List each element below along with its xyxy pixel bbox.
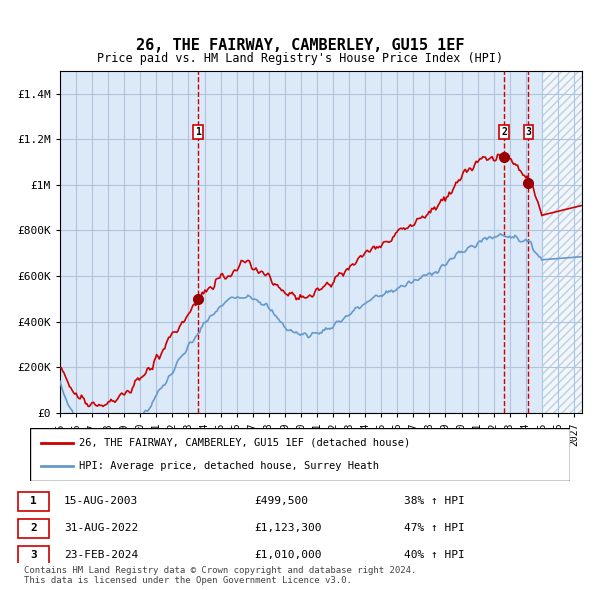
Text: 2: 2 (30, 523, 37, 533)
Text: Contains HM Land Registry data © Crown copyright and database right 2024.: Contains HM Land Registry data © Crown c… (24, 566, 416, 575)
Text: 26, THE FAIRWAY, CAMBERLEY, GU15 1EF (detached house): 26, THE FAIRWAY, CAMBERLEY, GU15 1EF (de… (79, 438, 410, 448)
Text: HPI: Average price, detached house, Surrey Heath: HPI: Average price, detached house, Surr… (79, 461, 379, 471)
Text: 3: 3 (30, 550, 37, 560)
Bar (542, 71, 582, 413)
Text: 26, THE FAIRWAY, CAMBERLEY, GU15 1EF: 26, THE FAIRWAY, CAMBERLEY, GU15 1EF (136, 38, 464, 53)
Text: 40% ↑ HPI: 40% ↑ HPI (404, 550, 464, 560)
Text: 3: 3 (526, 127, 532, 137)
Text: 31-AUG-2022: 31-AUG-2022 (64, 523, 138, 533)
Text: Price paid vs. HM Land Registry's House Price Index (HPI): Price paid vs. HM Land Registry's House … (97, 52, 503, 65)
FancyBboxPatch shape (18, 492, 49, 511)
FancyBboxPatch shape (30, 428, 570, 481)
Text: 38% ↑ HPI: 38% ↑ HPI (404, 496, 464, 506)
Text: £1,010,000: £1,010,000 (254, 550, 322, 560)
Text: 2: 2 (502, 127, 508, 137)
Text: 1: 1 (195, 127, 201, 137)
Text: £499,500: £499,500 (254, 496, 308, 506)
Text: 23-FEB-2024: 23-FEB-2024 (64, 550, 138, 560)
Text: 15-AUG-2003: 15-AUG-2003 (64, 496, 138, 506)
Text: This data is licensed under the Open Government Licence v3.0.: This data is licensed under the Open Gov… (24, 576, 352, 585)
FancyBboxPatch shape (18, 546, 49, 565)
Text: 47% ↑ HPI: 47% ↑ HPI (404, 523, 464, 533)
Text: £1,123,300: £1,123,300 (254, 523, 322, 533)
FancyBboxPatch shape (18, 519, 49, 538)
Bar (542, 71, 582, 413)
Text: 1: 1 (30, 496, 37, 506)
